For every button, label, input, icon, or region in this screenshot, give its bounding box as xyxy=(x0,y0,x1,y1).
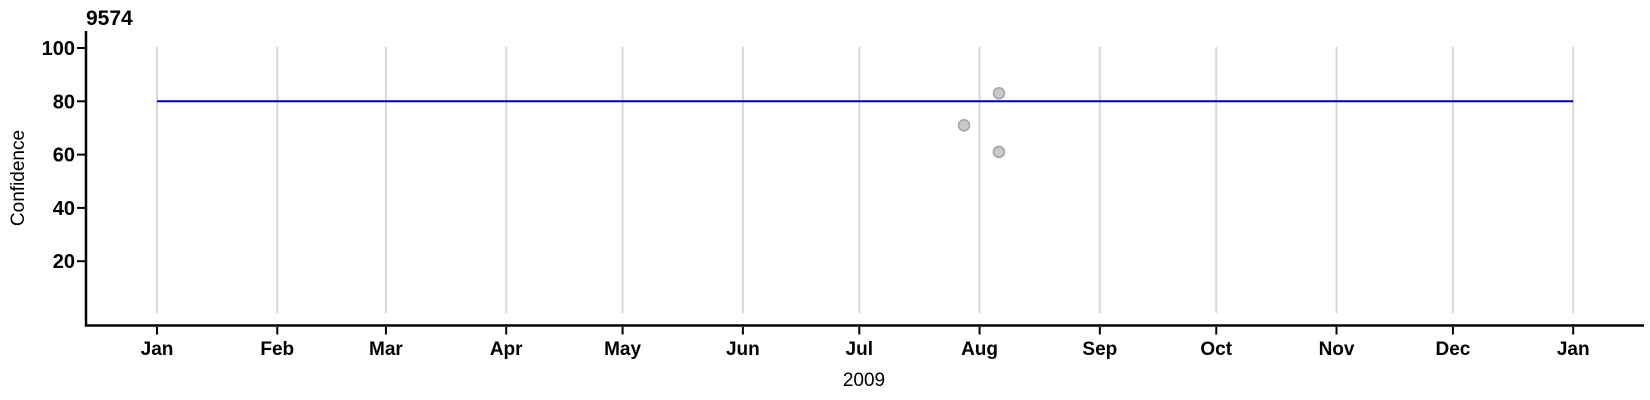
x-tick-label: Dec xyxy=(1435,339,1470,360)
x-tick-label: Jan xyxy=(141,339,174,360)
x-tick-label: Sep xyxy=(1082,339,1117,360)
x-tick-label: Apr xyxy=(490,339,523,360)
data-point xyxy=(957,119,971,132)
y-tick-label: 60 xyxy=(53,145,75,167)
x-tick-label: Jan xyxy=(1557,339,1590,360)
x-axis-label: 2009 xyxy=(843,370,885,391)
x-tick-label: Mar xyxy=(369,339,403,360)
y-tick-label: 20 xyxy=(53,251,75,273)
y-tick-label: 40 xyxy=(53,198,75,220)
x-tick-label: May xyxy=(604,339,641,360)
x-tick-label: Feb xyxy=(260,339,294,360)
y-tick-label: 80 xyxy=(53,91,75,113)
x-tick-label: Nov xyxy=(1319,339,1355,360)
x-tick-label: Jul xyxy=(846,339,873,360)
x-tick-label: Oct xyxy=(1200,339,1232,360)
data-point xyxy=(992,87,1006,100)
x-tick-label: Aug xyxy=(961,339,998,360)
chart-title: 9574 xyxy=(86,7,133,30)
x-tick-label: Jun xyxy=(726,339,760,360)
gridlines xyxy=(156,47,1575,313)
data-points xyxy=(957,87,1006,159)
axes: 20 40 60 80 100 Jan Feb Mar Apr May Jun Jul Aug Sep Oc… xyxy=(42,31,1644,360)
y-axis-label: Confidence xyxy=(8,130,29,226)
data-point xyxy=(992,145,1006,159)
y-tick-label: 100 xyxy=(42,38,75,60)
